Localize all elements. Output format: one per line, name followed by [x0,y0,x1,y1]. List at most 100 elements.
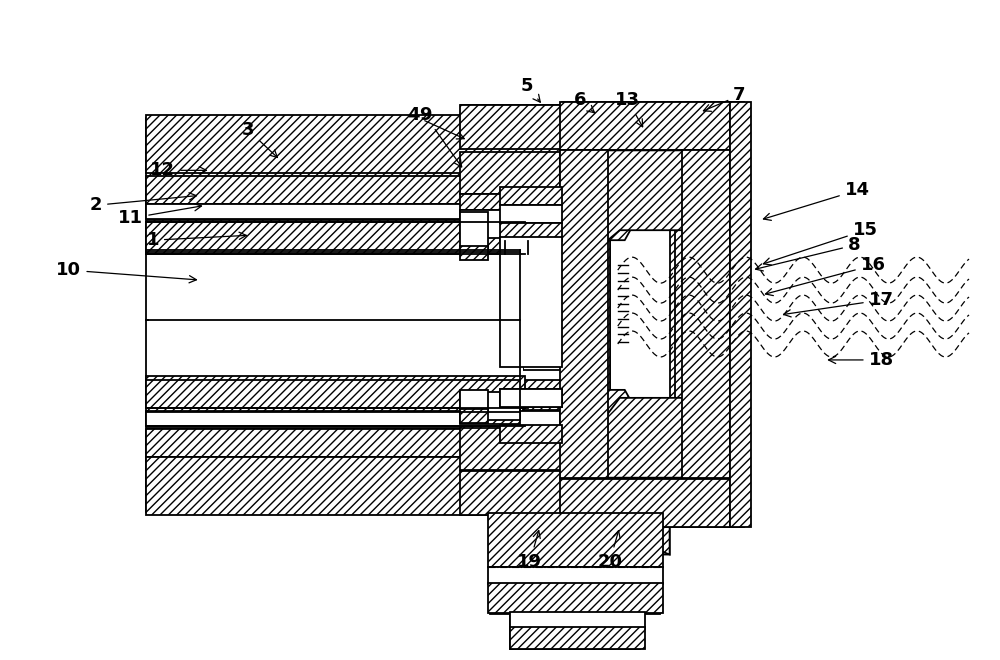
Bar [560,106,725,170]
Polygon shape [560,106,670,170]
Text: 16: 16 [765,256,886,296]
Polygon shape [560,150,730,280]
Text: 19: 19 [517,531,542,570]
Text: 6: 6 [574,92,595,113]
Bar [500,389,562,407]
Bar [560,478,730,527]
Text: 10: 10 [56,261,196,283]
Bar [523,380,565,410]
Bar [488,568,663,585]
Text: 12: 12 [150,161,206,180]
Bar [460,428,565,470]
Text: 15: 15 [763,221,878,265]
Bar [670,108,720,447]
Polygon shape [560,447,670,554]
Bar [460,213,488,248]
Bar [460,408,520,424]
Bar [461,230,516,248]
Text: 13: 13 [615,92,643,127]
Bar [510,612,645,630]
Text: 8: 8 [756,236,861,271]
Bar [146,176,560,204]
Bar [510,630,640,649]
Bar [505,368,565,382]
Bar [146,320,525,380]
Bar [505,395,528,408]
Bar [500,187,562,205]
Bar [146,172,560,202]
Text: 11: 11 [118,204,202,227]
Bar [490,570,660,587]
Text: 20: 20 [597,531,622,570]
Bar [146,202,560,218]
Bar [461,426,566,468]
Bar [460,409,488,423]
Bar [675,150,725,478]
Bar [562,150,610,478]
Text: 9: 9 [419,106,462,167]
Bar [461,248,516,270]
Text: 5: 5 [521,77,540,102]
Bar [460,471,565,515]
Bar [460,246,488,260]
Bar [461,468,516,512]
Bar [560,447,725,512]
Bar [146,376,525,408]
Bar [560,102,730,150]
Bar [500,237,562,367]
Bar [460,106,565,149]
Text: 1: 1 [146,231,246,249]
Bar [146,204,560,219]
Polygon shape [610,447,670,554]
Bar [510,628,645,649]
Bar [146,457,560,515]
Bar [517,383,539,405]
Bar [505,241,528,254]
Bar [146,460,560,512]
Bar [146,222,525,254]
Bar [460,390,488,410]
Bar [461,392,566,430]
Polygon shape [562,390,675,478]
Bar [560,150,608,478]
Bar [523,250,565,370]
Text: 4: 4 [407,106,464,139]
Bar [146,430,560,460]
Bar [460,211,520,238]
Bar [562,478,725,527]
Bar [460,152,565,194]
Bar [725,102,744,527]
Bar [146,412,560,428]
Polygon shape [610,106,670,170]
Bar [488,583,663,613]
Bar [461,189,566,207]
Bar [146,411,560,426]
Bar [146,429,560,457]
Bar [500,223,562,241]
Bar [682,150,730,478]
Text: 7: 7 [703,86,746,112]
Bar [460,392,520,420]
Bar [146,250,525,320]
Polygon shape [562,150,675,240]
Text: 17: 17 [784,291,894,317]
Polygon shape [560,398,730,478]
Bar [461,106,566,147]
Bar [490,587,660,614]
Text: 18: 18 [828,351,894,369]
Bar [490,515,660,570]
Bar [146,118,560,170]
Bar [562,102,725,150]
Bar [461,209,516,230]
Bar [146,115,560,174]
Bar [146,220,525,250]
Bar [461,151,566,189]
Bar [460,194,520,211]
Bar [730,102,751,527]
Text: 3: 3 [242,121,277,158]
Bar [149,252,523,317]
Bar [500,389,562,407]
Bar [523,220,565,250]
Text: 2: 2 [90,193,196,215]
Text: 14: 14 [763,182,870,220]
